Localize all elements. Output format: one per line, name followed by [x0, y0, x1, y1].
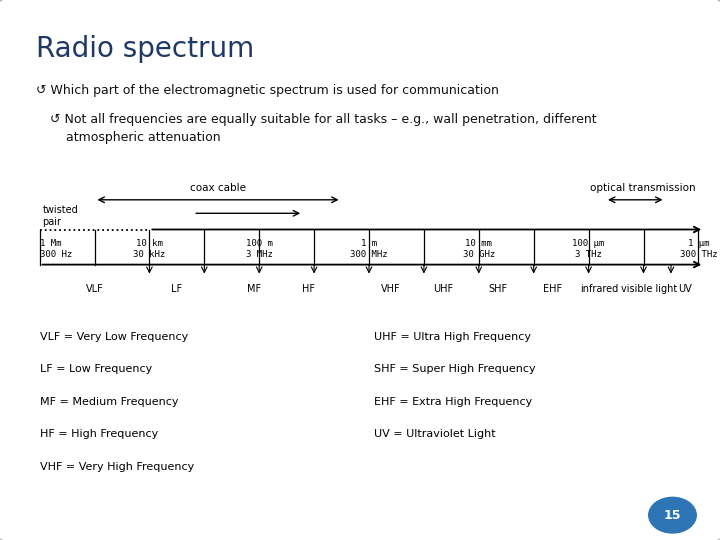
Text: SHF = Super High Frequency: SHF = Super High Frequency	[374, 364, 536, 375]
Text: visible light: visible light	[621, 284, 677, 294]
Text: 15: 15	[664, 509, 681, 522]
Text: HF: HF	[302, 284, 315, 294]
Text: UHF: UHF	[433, 284, 453, 294]
Text: VLF: VLF	[86, 284, 104, 294]
Text: MF = Medium Frequency: MF = Medium Frequency	[40, 397, 178, 407]
Text: UHF = Ultra High Frequency: UHF = Ultra High Frequency	[374, 332, 531, 342]
Text: 1 Mm
300 Hz: 1 Mm 300 Hz	[40, 239, 72, 259]
Text: 100 μm
3 THz: 100 μm 3 THz	[572, 239, 605, 259]
Text: VLF = Very Low Frequency: VLF = Very Low Frequency	[40, 332, 188, 342]
Text: VHF: VHF	[381, 284, 401, 294]
Text: 10 km
30 kHz: 10 km 30 kHz	[133, 239, 166, 259]
Text: 1 m
300 MHz: 1 m 300 MHz	[350, 239, 388, 259]
Circle shape	[649, 497, 696, 533]
Text: HF = High Frequency: HF = High Frequency	[40, 429, 158, 440]
Text: infrared: infrared	[580, 284, 618, 294]
Text: EHF: EHF	[544, 284, 562, 294]
Text: UV: UV	[678, 284, 691, 294]
Text: optical transmission: optical transmission	[590, 183, 696, 193]
Text: LF = Low Frequency: LF = Low Frequency	[40, 364, 152, 375]
Text: ↺ Not all frequencies are equally suitable for all tasks – e.g., wall penetratio: ↺ Not all frequencies are equally suitab…	[50, 113, 597, 144]
Text: Radio spectrum: Radio spectrum	[36, 35, 254, 63]
Text: twisted
pair: twisted pair	[42, 205, 78, 227]
Text: 10 mm
30 GHz: 10 mm 30 GHz	[463, 239, 495, 259]
Text: 100 m
3 MHz: 100 m 3 MHz	[246, 239, 273, 259]
Text: SHF: SHF	[488, 284, 508, 294]
Text: EHF = Extra High Frequency: EHF = Extra High Frequency	[374, 397, 533, 407]
Text: UV = Ultraviolet Light: UV = Ultraviolet Light	[374, 429, 496, 440]
Text: VHF = Very High Frequency: VHF = Very High Frequency	[40, 462, 194, 472]
Text: coax cable: coax cable	[190, 183, 246, 193]
Text: ↺ Which part of the electromagnetic spectrum is used for communication: ↺ Which part of the electromagnetic spec…	[36, 84, 499, 97]
Text: LF: LF	[171, 284, 182, 294]
Text: MF: MF	[247, 284, 261, 294]
Text: 1 μm
300 THz: 1 μm 300 THz	[680, 239, 717, 259]
